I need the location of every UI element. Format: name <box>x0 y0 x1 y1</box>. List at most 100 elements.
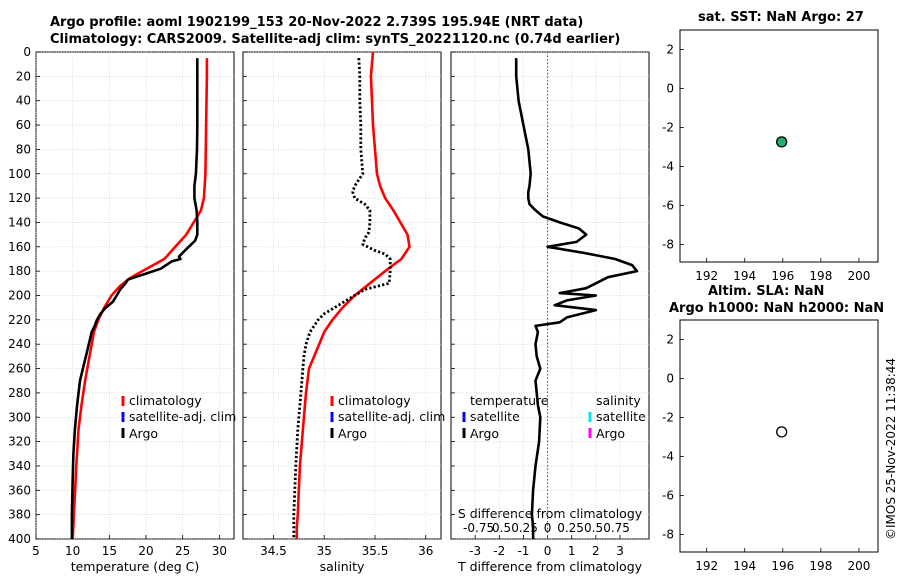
y-tick-label: 260 <box>8 362 31 376</box>
legend-argo-label: Argo <box>338 426 367 441</box>
legend-temperature-heading: temperature <box>470 393 549 408</box>
x-tick-label: 200 <box>848 269 871 283</box>
y-tick-label: 160 <box>8 240 31 254</box>
grid <box>35 51 234 540</box>
salinity-xlabel: salinity <box>320 559 365 574</box>
argo-temperature-line <box>70 58 199 539</box>
y-tick-label: -8 <box>662 527 674 541</box>
y-tick-label: 380 <box>8 508 31 522</box>
sla-title-1: Altim. SLA: NaN <box>708 284 825 299</box>
secondary-x-tick-label: 0.5 <box>584 521 603 535</box>
y-tick-label: 240 <box>8 337 31 351</box>
y-tick-label: 60 <box>16 118 31 132</box>
temperature-xlabel: temperature (deg C) <box>71 559 200 574</box>
x-tick-label: 25 <box>175 544 190 558</box>
y-tick-label: 0 <box>666 371 674 385</box>
y-tick-label: 340 <box>8 459 31 473</box>
title-line-1: Argo profile: aoml 1902199_153 20-Nov-20… <box>50 15 584 30</box>
climatology-temperature-line <box>71 58 209 540</box>
y-tick-label: -4 <box>662 449 674 463</box>
temperature-panel: temperature (deg C) climatology satellit… <box>8 45 236 574</box>
x-tick-label: 35.5 <box>362 544 389 558</box>
secondary-x-tick-label: -0.75 <box>463 521 494 535</box>
y-tick-label: -6 <box>662 198 674 212</box>
x-tick-label: 198 <box>809 269 832 283</box>
y-tick-label: -6 <box>662 488 674 502</box>
y-tick-label: 80 <box>16 142 31 156</box>
legend-s-argo-label: Argo <box>596 426 625 441</box>
difference-secondary-xlabel: S difference from climatology <box>458 506 643 521</box>
x-tick-label: 194 <box>733 559 756 573</box>
y-tick-label: -2 <box>662 120 674 134</box>
y-tick-label: 40 <box>16 94 31 108</box>
x-tick-label: 196 <box>771 269 794 283</box>
argo-temperature-difference-line <box>514 58 639 539</box>
salinity-panel: salinity climatology satellite-adj. clim… <box>242 51 445 574</box>
y-tick-label: -8 <box>662 237 674 251</box>
title-line-2: Climatology: CARS2009. Satellite-adj cli… <box>50 32 621 47</box>
x-tick-label: 198 <box>809 559 832 573</box>
secondary-x-tick-label: 0.5 <box>492 521 511 535</box>
grid <box>243 51 441 540</box>
secondary-x-tick-label: 0.25 <box>557 521 584 535</box>
x-tick-label: 34.5 <box>260 544 287 558</box>
difference-xlabel: T difference from climatology <box>457 559 643 574</box>
x-tick-label: -1 <box>517 544 529 558</box>
x-tick-label: 2 <box>592 544 600 558</box>
y-tick-label: 20 <box>16 69 31 83</box>
secondary-x-tick-label: 0.25 <box>511 521 538 535</box>
y-tick-label: 280 <box>8 386 31 400</box>
secondary-x-tick-label: 0.75 <box>603 521 630 535</box>
y-tick-label: 140 <box>8 215 31 229</box>
sst-axes-box <box>679 29 879 263</box>
legend-satellite-label: satellite-adj. clim <box>338 409 445 424</box>
float-position-marker <box>776 136 788 148</box>
legend-s-satellite-label: satellite <box>596 409 646 424</box>
x-tick-label: 192 <box>695 559 718 573</box>
x-tick-label: 1 <box>568 544 576 558</box>
x-tick-label: -3 <box>469 544 481 558</box>
grid <box>451 51 649 540</box>
legend-satellite-label: satellite-adj. clim <box>129 409 236 424</box>
y-tick-label: 2 <box>666 332 674 346</box>
x-tick-label: 36 <box>418 544 433 558</box>
x-tick-label: 200 <box>848 559 871 573</box>
difference-legend: temperature satellite Argo salinity sate… <box>462 393 646 441</box>
x-tick-label: -2 <box>493 544 505 558</box>
y-tick-label: 200 <box>8 289 31 303</box>
x-tick-label: 35 <box>317 544 332 558</box>
legend-t-argo-label: Argo <box>470 426 499 441</box>
sla-map-panel: 2 0 -2 -4 -6 -8 192 194 196 198 200 <box>662 319 879 573</box>
legend-argo-label: Argo <box>129 426 158 441</box>
y-tick-label: 100 <box>8 167 31 181</box>
argo-salinity-line <box>292 58 392 539</box>
y-tick-label: 2 <box>666 42 674 56</box>
x-tick-label: 30 <box>212 544 227 558</box>
legend-salinity-heading: salinity <box>596 393 641 408</box>
sla-axes-box <box>679 319 879 553</box>
y-tick-label: -2 <box>662 410 674 424</box>
difference-panel: T difference from climatology S differen… <box>450 51 650 574</box>
y-tick-label: 320 <box>8 435 31 449</box>
float-position-marker <box>776 426 788 438</box>
x-tick-label: 192 <box>695 269 718 283</box>
y-tick-label: 220 <box>8 313 31 327</box>
legend-climatology-label: climatology <box>129 393 202 408</box>
x-tick-label: 196 <box>771 559 794 573</box>
x-tick-label: 20 <box>138 544 153 558</box>
sla-title-2: Argo h1000: NaN h2000: NaN <box>669 301 885 316</box>
secondary-x-tick-label: 0 <box>544 521 552 535</box>
sst-title: sat. SST: NaN Argo: 27 <box>698 10 864 25</box>
salinity-legend: climatology satellite-adj. clim Argo <box>330 393 445 441</box>
y-tick-label: 0 <box>23 45 31 59</box>
legend-t-satellite-label: satellite <box>470 409 520 424</box>
sst-map-panel: 2 0 -2 -4 -6 -8 192 194 196 198 200 <box>662 29 879 283</box>
legend-climatology-label: climatology <box>338 393 411 408</box>
y-tick-label: 400 <box>8 532 31 546</box>
x-tick-label: 0 <box>544 544 552 558</box>
x-tick-label: 10 <box>65 544 80 558</box>
y-tick-label: 300 <box>8 410 31 424</box>
temperature-legend: climatology satellite-adj. clim Argo <box>121 393 236 441</box>
y-tick-label: 180 <box>8 264 31 278</box>
